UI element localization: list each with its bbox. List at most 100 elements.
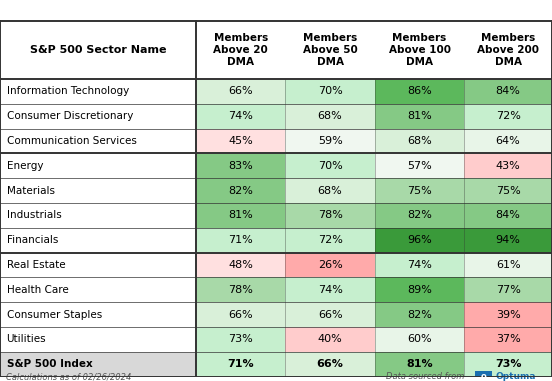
Text: 72%: 72% [317, 235, 343, 245]
Bar [375, 154, 464, 178]
Bar [375, 228, 464, 253]
Text: 59%: 59% [318, 136, 342, 146]
Text: 37%: 37% [496, 334, 521, 344]
Text: 66%: 66% [229, 86, 253, 96]
Bar [464, 154, 552, 178]
Text: 66%: 66% [318, 309, 342, 320]
Bar [375, 129, 464, 154]
Bar [464, 104, 552, 129]
Text: 70%: 70% [318, 161, 342, 171]
Bar [196, 79, 285, 104]
Bar [464, 178, 552, 203]
Bar [285, 302, 375, 327]
Text: 71%: 71% [229, 235, 253, 245]
Text: Health Care: Health Care [7, 285, 68, 295]
Bar [285, 277, 375, 302]
Bar [285, 327, 375, 352]
Bar [285, 104, 375, 129]
Bar [375, 253, 464, 277]
Text: 86%: 86% [407, 86, 432, 96]
Text: 96%: 96% [407, 235, 432, 245]
Text: 60%: 60% [407, 334, 432, 344]
Text: 61%: 61% [496, 260, 521, 270]
Bar [375, 178, 464, 203]
Bar [196, 327, 285, 352]
Text: 64%: 64% [496, 136, 521, 146]
Bar [375, 302, 464, 327]
Bar [196, 302, 285, 327]
Bar [464, 277, 552, 302]
Text: 74%: 74% [317, 285, 343, 295]
Bar [464, 302, 552, 327]
Bar [375, 203, 464, 228]
Text: 26%: 26% [318, 260, 342, 270]
Text: Members
Above 200
DMA: Members Above 200 DMA [477, 33, 539, 67]
Text: 40%: 40% [318, 334, 342, 344]
Bar [464, 352, 552, 376]
Text: 43%: 43% [496, 161, 521, 171]
Text: Consumer Staples: Consumer Staples [7, 309, 102, 320]
Bar [196, 129, 285, 154]
Bar [196, 104, 285, 129]
Bar [0, 253, 196, 277]
Bar [285, 178, 375, 203]
Bar [196, 178, 285, 203]
Bar [196, 203, 285, 228]
Bar [196, 228, 285, 253]
Text: Data sourced from: Data sourced from [386, 372, 465, 381]
Bar [0, 129, 196, 154]
Text: Consumer Discretionary: Consumer Discretionary [7, 111, 133, 121]
Text: 74%: 74% [407, 260, 432, 270]
Bar [196, 253, 285, 277]
Bar [0, 104, 196, 129]
Text: Optuma: Optuma [495, 372, 535, 381]
Text: Financials: Financials [7, 235, 58, 245]
Text: 73%: 73% [229, 334, 253, 344]
Bar [0, 327, 196, 352]
Text: 81%: 81% [407, 111, 432, 121]
Text: 75%: 75% [496, 186, 521, 195]
Text: o: o [481, 372, 486, 381]
Bar [285, 228, 375, 253]
Bar [285, 129, 375, 154]
Bar [464, 129, 552, 154]
Bar [464, 228, 552, 253]
Text: 45%: 45% [229, 136, 253, 146]
Text: 66%: 66% [317, 359, 343, 369]
Bar [196, 154, 285, 178]
Text: 84%: 84% [496, 86, 521, 96]
Bar [0, 178, 196, 203]
Text: Real Estate: Real Estate [7, 260, 65, 270]
Bar [375, 327, 464, 352]
Bar [375, 79, 464, 104]
Text: 70%: 70% [318, 86, 342, 96]
Text: Utilities: Utilities [7, 334, 46, 344]
Text: 74%: 74% [228, 111, 253, 121]
Text: Calculations as of 02/26/2024: Calculations as of 02/26/2024 [6, 372, 131, 381]
Text: 66%: 66% [229, 309, 253, 320]
Text: Communication Services: Communication Services [7, 136, 136, 146]
Bar [0, 302, 196, 327]
Text: 73%: 73% [495, 359, 522, 369]
Text: 77%: 77% [496, 285, 521, 295]
Text: 68%: 68% [318, 186, 342, 195]
Bar [375, 104, 464, 129]
Text: 39%: 39% [496, 309, 521, 320]
Bar [196, 277, 285, 302]
Bar [475, 371, 492, 381]
Bar [285, 79, 375, 104]
Text: 48%: 48% [228, 260, 253, 270]
Text: 89%: 89% [407, 285, 432, 295]
Text: 81%: 81% [229, 210, 253, 220]
Text: S&P 500 Sector Name: S&P 500 Sector Name [30, 45, 166, 55]
Bar [0, 21, 196, 79]
Bar [285, 253, 375, 277]
Text: 78%: 78% [317, 210, 343, 220]
Text: 75%: 75% [407, 186, 432, 195]
Text: Industrials: Industrials [7, 210, 61, 220]
Text: Energy: Energy [7, 161, 43, 171]
Bar [285, 203, 375, 228]
Bar [464, 203, 552, 228]
Text: 68%: 68% [318, 111, 342, 121]
Text: Members
Above 20
DMA: Members Above 20 DMA [213, 33, 268, 67]
